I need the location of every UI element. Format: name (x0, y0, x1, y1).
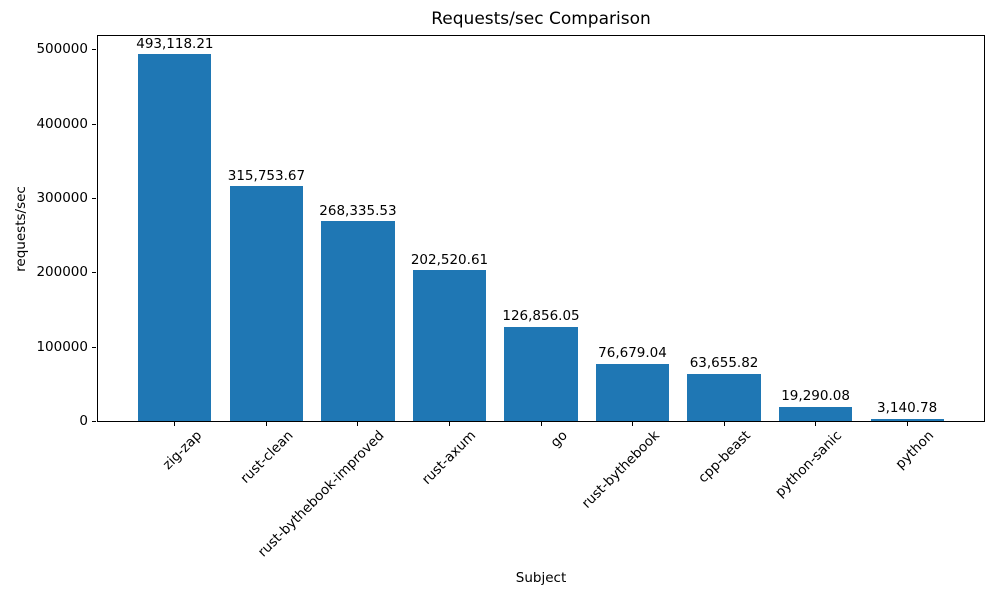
bar (504, 326, 578, 421)
y-tick (92, 272, 96, 274)
x-tick-label: cpp-beast (695, 427, 754, 487)
x-tick-label: zig-zap (159, 427, 205, 473)
bar (595, 363, 670, 421)
bar-value-label: 63,655.82 (689, 355, 759, 372)
x-tick-label: rust-axum (419, 427, 480, 488)
x-tick (815, 422, 817, 426)
bar (412, 270, 487, 421)
bar-value-label: 202,520.61 (410, 251, 489, 268)
x-tick (540, 422, 542, 426)
y-tick (92, 123, 96, 125)
x-tick (174, 422, 176, 426)
bar (229, 186, 304, 421)
x-tick (906, 422, 908, 426)
y-tick-label: 400000 (36, 115, 88, 132)
x-tick (723, 422, 725, 426)
bar-value-label: 315,753.67 (227, 167, 306, 184)
bar-value-label: 268,335.53 (319, 202, 397, 219)
y-tick-label: 300000 (36, 189, 88, 206)
x-tick-label: python-sanic (772, 427, 846, 501)
bar-value-label: 19,290.08 (781, 388, 850, 405)
x-axis-label: Subject (515, 570, 567, 586)
bar-value-label: 3,140.78 (877, 400, 938, 417)
x-tick-label: rust-clean (237, 427, 297, 487)
x-tick (632, 422, 634, 426)
x-tick (357, 422, 359, 426)
chart-title: Requests/sec Comparison (431, 9, 651, 29)
bar-value-label: 76,679.04 (598, 345, 667, 362)
y-tick-label: 200000 (36, 264, 88, 281)
bar (138, 54, 212, 421)
bar-value-label: 126,856.05 (502, 308, 580, 325)
y-tick (92, 346, 96, 348)
y-tick (92, 421, 96, 422)
bar-value-label: 493,118.21 (136, 35, 214, 52)
x-tick (265, 422, 267, 426)
y-tick-label: 100000 (36, 338, 88, 355)
x-tick-label: go (547, 427, 571, 451)
bar (687, 373, 761, 421)
x-tick-label: python (892, 427, 938, 473)
y-tick-label: 500000 (36, 41, 88, 58)
y-tick-label: 0 (79, 413, 88, 429)
bar (321, 221, 395, 421)
x-tick-label: rust-bythebook (578, 427, 663, 512)
x-tick (448, 422, 450, 426)
plot-area: 493,118.21 315,753.67 268,335.53 202,520.61… (97, 35, 985, 422)
bar (778, 406, 853, 421)
y-tick (92, 49, 96, 51)
bar (870, 418, 944, 421)
y-tick (92, 197, 96, 199)
